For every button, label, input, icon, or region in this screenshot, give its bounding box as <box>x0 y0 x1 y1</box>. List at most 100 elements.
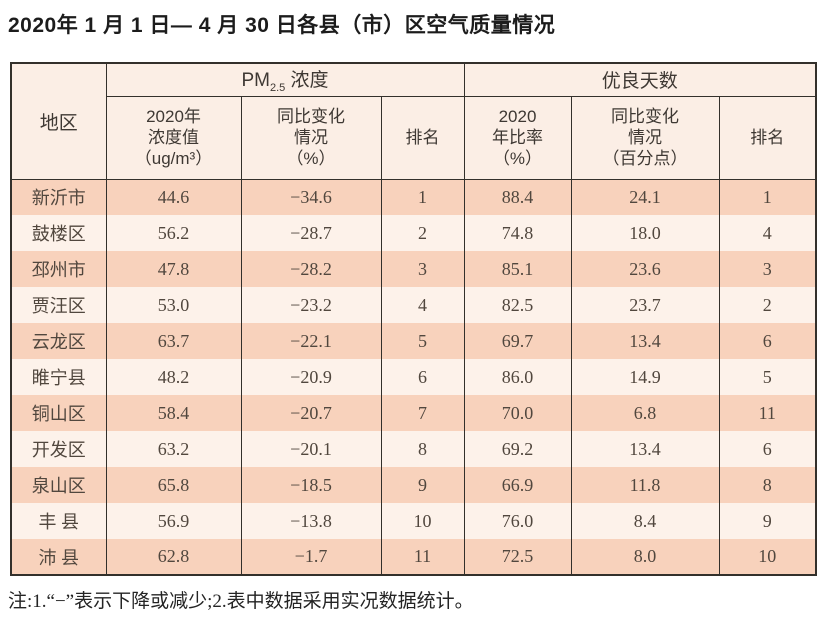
pm-change-cell: −28.7 <box>240 215 382 251</box>
gooddays-ratio-cell: 66.9 <box>463 467 572 503</box>
gooddays-change-cell: 6.8 <box>570 395 720 431</box>
gooddays-ratio-cell: 76.0 <box>463 503 572 539</box>
pm-value-cell: 53.0 <box>105 287 242 323</box>
pm-value-cell: 58.4 <box>105 395 242 431</box>
pm-value-cell: 62.8 <box>105 539 242 575</box>
gooddays-change-cell: 23.6 <box>570 251 720 287</box>
gooddays-change-cell: 23.7 <box>570 287 720 323</box>
gooddays-ratio-cell: 74.8 <box>463 215 572 251</box>
pm-change-cell: −22.1 <box>240 323 382 359</box>
pm-rank-cell: 9 <box>380 467 465 503</box>
gooddays-ratio-cell: 88.4 <box>463 179 572 215</box>
gooddays-ratio-cell: 70.0 <box>463 395 572 431</box>
gooddays-rank-cell: 2 <box>718 287 817 323</box>
gooddays-change-cell: 8.0 <box>570 539 720 575</box>
header-gooddays-change: 同比变化 情况 （百分点） <box>570 96 720 180</box>
pm25-label-subscript: 2.5 <box>269 82 286 95</box>
region-cell: 沛 县 <box>10 539 107 575</box>
table-row: 铜山区 58.4 −20.7 7 70.0 6.8 11 <box>10 395 817 431</box>
gooddays-change-cell: 8.4 <box>570 503 720 539</box>
header-gooddays-rank: 排名 <box>718 96 817 180</box>
header-group-row: 地区 PM2.5 浓度 优良天数 <box>10 63 817 180</box>
table-row: 贾汪区 53.0 −23.2 4 82.5 23.7 2 <box>10 287 817 323</box>
pm-change-cell: −23.2 <box>240 287 382 323</box>
gooddays-change-cell: 14.9 <box>570 359 720 395</box>
pm-change-cell: −13.8 <box>240 503 382 539</box>
region-cell: 泉山区 <box>10 467 107 503</box>
gooddays-change-cell: 13.4 <box>570 431 720 467</box>
pm-change-cell: −18.5 <box>240 467 382 503</box>
gooddays-ratio-cell: 86.0 <box>463 359 572 395</box>
header-pm-change: 同比变化 情况 （%） <box>240 96 382 180</box>
pm-rank-cell: 1 <box>380 179 465 215</box>
pm-rank-cell: 10 <box>380 503 465 539</box>
gooddays-rank-cell: 10 <box>718 539 817 575</box>
gooddays-change-cell: 18.0 <box>570 215 720 251</box>
header-group-pm25: PM2.5 浓度 <box>105 63 465 97</box>
pm-rank-cell: 7 <box>380 395 465 431</box>
pm-value-cell: 48.2 <box>105 359 242 395</box>
region-cell: 丰 县 <box>10 503 107 539</box>
air-quality-table: 地区 PM2.5 浓度 优良天数 2020年 浓度值 （ug/m³） 同比变化 … <box>10 62 818 576</box>
table-row: 丰 县 56.9 −13.8 10 76.0 8.4 9 <box>10 503 817 539</box>
pm-value-cell: 44.6 <box>105 179 242 215</box>
pm-value-cell: 47.8 <box>105 251 242 287</box>
gooddays-change-cell: 13.4 <box>570 323 720 359</box>
gooddays-rank-cell: 8 <box>718 467 817 503</box>
pm-rank-cell: 3 <box>380 251 465 287</box>
pm25-label-prefix: PM <box>241 70 270 92</box>
region-cell: 睢宁县 <box>10 359 107 395</box>
table-body: 新沂市 44.6 −34.6 1 88.4 24.1 1 鼓楼区 56.2 −28.7 2 74.8 1… <box>10 179 817 575</box>
gooddays-rank-cell: 1 <box>718 179 817 215</box>
region-cell: 邳州市 <box>10 251 107 287</box>
pm-change-cell: −1.7 <box>240 539 382 575</box>
region-cell: 贾汪区 <box>10 287 107 323</box>
region-cell: 铜山区 <box>10 395 107 431</box>
gooddays-ratio-cell: 69.7 <box>463 323 572 359</box>
gooddays-rank-cell: 9 <box>718 503 817 539</box>
pm-rank-cell: 11 <box>380 539 465 575</box>
pm25-label-suffix: 浓度 <box>285 70 329 92</box>
pm-change-cell: −20.1 <box>240 431 382 467</box>
gooddays-ratio-cell: 72.5 <box>463 539 572 575</box>
header-gooddays-ratio: 2020 年比率 （%） <box>463 96 572 180</box>
header-group-good-days: 优良天数 <box>463 63 817 97</box>
pm-rank-cell: 6 <box>380 359 465 395</box>
header-pm-rank: 排名 <box>380 96 465 180</box>
table-row: 沛 县 62.8 −1.7 11 72.5 8.0 10 <box>10 539 817 575</box>
pm-rank-cell: 2 <box>380 215 465 251</box>
pm-value-cell: 56.9 <box>105 503 242 539</box>
table-row: 睢宁县 48.2 −20.9 6 86.0 14.9 5 <box>10 359 817 395</box>
pm-change-cell: −34.6 <box>240 179 382 215</box>
pm-value-cell: 56.2 <box>105 215 242 251</box>
header-pm-value: 2020年 浓度值 （ug/m³） <box>105 96 242 180</box>
page-title: 2020年 1 月 1 日— 4 月 30 日各县（市）区空气质量情况 <box>8 14 556 37</box>
pm-rank-cell: 4 <box>380 287 465 323</box>
gooddays-rank-cell: 3 <box>718 251 817 287</box>
gooddays-rank-cell: 11 <box>718 395 817 431</box>
pm-value-cell: 65.8 <box>105 467 242 503</box>
pm-rank-cell: 8 <box>380 431 465 467</box>
region-cell: 鼓楼区 <box>10 215 107 251</box>
region-cell: 开发区 <box>10 431 107 467</box>
table-header: 地区 PM2.5 浓度 优良天数 2020年 浓度值 （ug/m³） 同比变化 … <box>10 63 817 180</box>
table-row: 开发区 63.2 −20.1 8 69.2 13.4 6 <box>10 431 817 467</box>
header-sub-row: 2020年 浓度值 （ug/m³） 同比变化 情况 （%） 排名 2020 年比… <box>11 96 817 180</box>
gooddays-rank-cell: 6 <box>718 431 817 467</box>
pm-change-cell: −28.2 <box>240 251 382 287</box>
table-row: 泉山区 65.8 −18.5 9 66.9 11.8 8 <box>10 467 817 503</box>
gooddays-ratio-cell: 69.2 <box>463 431 572 467</box>
header-region: 地区 <box>10 63 107 180</box>
table-row: 鼓楼区 56.2 −28.7 2 74.8 18.0 4 <box>10 215 817 251</box>
table-row: 云龙区 63.7 −22.1 5 69.7 13.4 6 <box>10 323 817 359</box>
gooddays-rank-cell: 4 <box>718 215 817 251</box>
gooddays-ratio-cell: 82.5 <box>463 287 572 323</box>
pm-change-cell: −20.7 <box>240 395 382 431</box>
pm-rank-cell: 5 <box>380 323 465 359</box>
gooddays-rank-cell: 5 <box>718 359 817 395</box>
pm-change-cell: −20.9 <box>240 359 382 395</box>
gooddays-rank-cell: 6 <box>718 323 817 359</box>
gooddays-change-cell: 11.8 <box>570 467 720 503</box>
pm-value-cell: 63.7 <box>105 323 242 359</box>
region-cell: 新沂市 <box>10 179 107 215</box>
